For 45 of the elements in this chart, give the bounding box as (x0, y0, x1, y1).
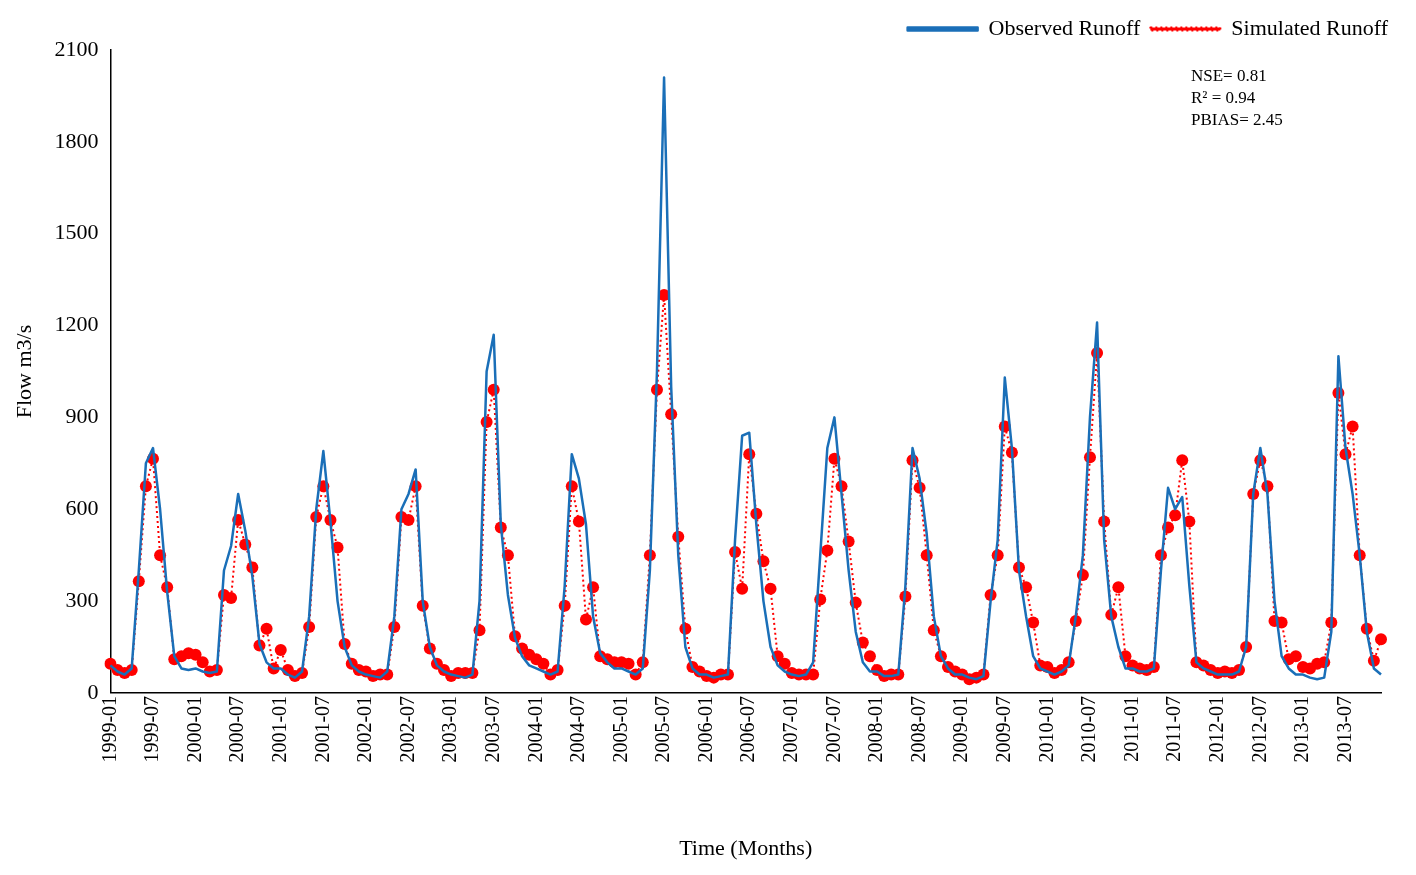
y-tick-label: 1200 (54, 311, 99, 337)
x-tick-label: 2010-07 (1077, 695, 1100, 763)
x-tick-label: 2007-07 (821, 695, 844, 763)
x-tick-label: 2000-01 (182, 695, 205, 763)
x-tick-label: 2001-01 (268, 695, 291, 763)
x-tick-label: 2011-01 (1119, 695, 1142, 762)
x-tick-label: 1999-01 (97, 695, 120, 763)
x-tick-label: 2002-07 (395, 695, 418, 763)
x-tick-label: 2007-01 (779, 695, 802, 763)
y-tick-label: 300 (65, 586, 99, 612)
y-tick-label: 600 (65, 495, 99, 521)
x-axis-title: Time (Months) (679, 834, 813, 860)
x-tick-label: 1999-07 (140, 695, 163, 763)
annotation: R² = 0.94 (1191, 87, 1256, 107)
y-axis-title: Flow m3/s (10, 324, 36, 419)
y-tick-label: 1500 (54, 219, 99, 245)
x-tick-label: 2004-01 (523, 695, 546, 763)
x-tick-label: 2013-07 (1332, 695, 1355, 763)
x-tick-label: 2001-07 (310, 695, 333, 763)
x-tick-label: 2012-01 (1204, 695, 1227, 763)
x-tick-label: 2000-07 (225, 695, 248, 763)
legend-label: Observed Runoff (988, 14, 1142, 40)
y-tick-label: 2100 (54, 35, 99, 61)
y-tick-label: 0 (87, 678, 99, 704)
x-tick-label: 2006-07 (736, 695, 759, 763)
annotation: PBIAS= 2.45 (1191, 109, 1283, 129)
x-tick-label: 2009-07 (992, 695, 1015, 763)
x-tick-label: 2008-07 (906, 695, 929, 763)
x-tick-label: 2004-07 (566, 695, 589, 763)
x-tick-label: 2008-01 (864, 695, 887, 763)
x-tick-label: 2009-01 (949, 695, 972, 763)
x-tick-label: 2005-01 (608, 695, 631, 763)
x-tick-label: 2012-07 (1247, 695, 1270, 763)
x-tick-label: 2002-01 (353, 695, 376, 763)
x-tick-label: 2005-07 (651, 695, 674, 763)
x-tick-label: 2003-07 (480, 695, 503, 763)
x-tick-label: 2006-01 (693, 695, 716, 763)
y-tick-label: 900 (65, 403, 99, 429)
x-tick-label: 2011-07 (1162, 695, 1185, 762)
x-tick-label: 2013-01 (1290, 695, 1313, 763)
y-tick-label: 1800 (54, 127, 99, 153)
annotation: NSE= 0.81 (1191, 65, 1267, 85)
x-tick-label: 2010-01 (1034, 695, 1057, 763)
x-tick-label: 2003-01 (438, 695, 461, 763)
legend-label: Simulated Runoff (1231, 14, 1389, 40)
